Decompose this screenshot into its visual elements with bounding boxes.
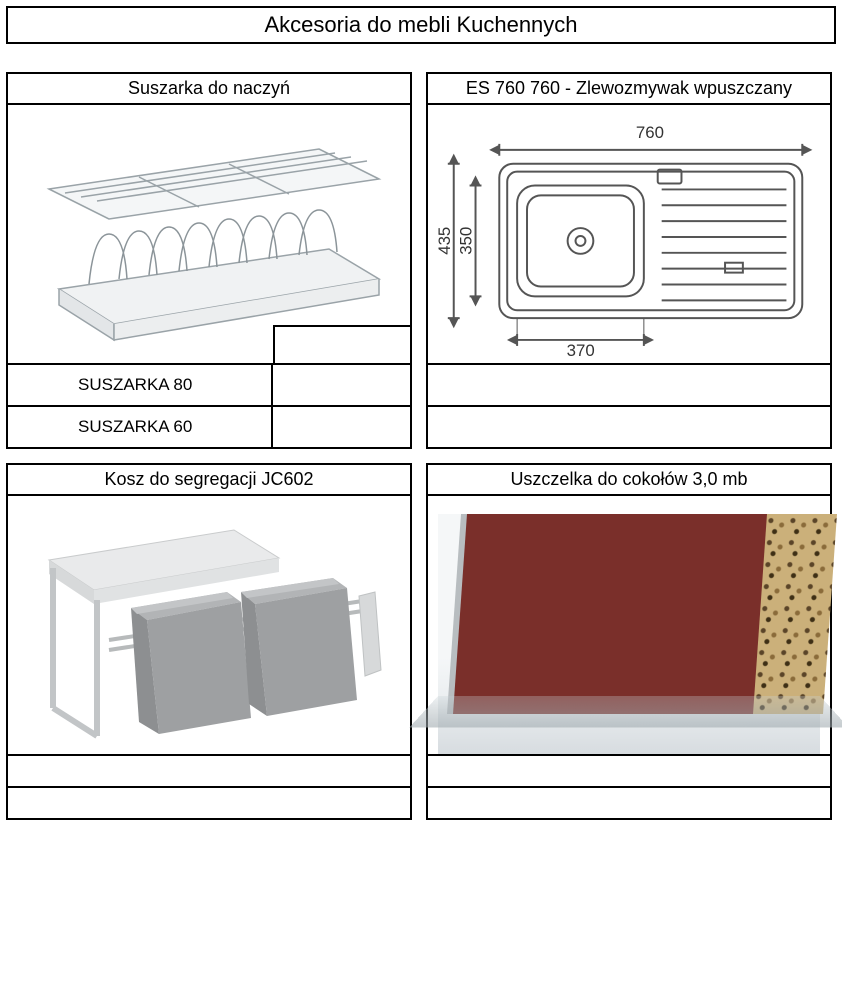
card-title: Uszczelka do cokołów 3,0 mb	[428, 465, 830, 496]
dim-370: 370	[567, 341, 595, 360]
chipboard-edge	[753, 514, 837, 714]
variant-label: SUSZARKA 80	[8, 365, 273, 405]
waste-bin-icon	[19, 500, 399, 750]
variant-label: SUSZARKA 60	[8, 407, 273, 447]
card-title: ES 760 760 - Zlewozmywak wpuszczany	[428, 74, 830, 105]
card-title: Suszarka do naczyń	[8, 74, 410, 105]
card-sink: ES 760 760 - Zlewozmywak wpuszczany 760	[426, 72, 832, 449]
dim-760: 760	[636, 123, 664, 142]
card-image-plinth	[428, 496, 830, 754]
sink-diagram-icon: 760	[428, 105, 830, 363]
dim-350: 350	[457, 227, 476, 255]
dim-435: 435	[435, 227, 454, 255]
card-title: Kosz do segregacji JC602	[8, 465, 410, 496]
card-waste-bin: Kosz do segregacji JC602	[6, 463, 412, 820]
inset-cell	[273, 325, 410, 363]
card-image-waste-bin	[8, 496, 410, 754]
dish-rack-icon	[19, 119, 399, 349]
empty-row	[428, 754, 830, 786]
card-image-sink: 760	[428, 105, 830, 363]
card-dish-rack: Suszarka do naczyń	[6, 72, 412, 449]
empty-row	[428, 363, 830, 405]
empty-row	[8, 786, 410, 818]
empty-row	[428, 786, 830, 818]
card-plinth-seal: Uszczelka do cokołów 3,0 mb	[426, 463, 832, 820]
variant-row: SUSZARKA 80	[8, 363, 410, 405]
variant-empty	[273, 365, 410, 405]
product-grid: Suszarka do naczyń	[6, 72, 836, 820]
variant-empty	[273, 407, 410, 447]
variant-row: SUSZARKA 60	[8, 405, 410, 447]
page-title: Akcesoria do mebli Kuchennych	[6, 6, 836, 44]
empty-row	[428, 405, 830, 447]
card-image-dish-rack	[8, 105, 410, 363]
empty-row	[8, 754, 410, 786]
